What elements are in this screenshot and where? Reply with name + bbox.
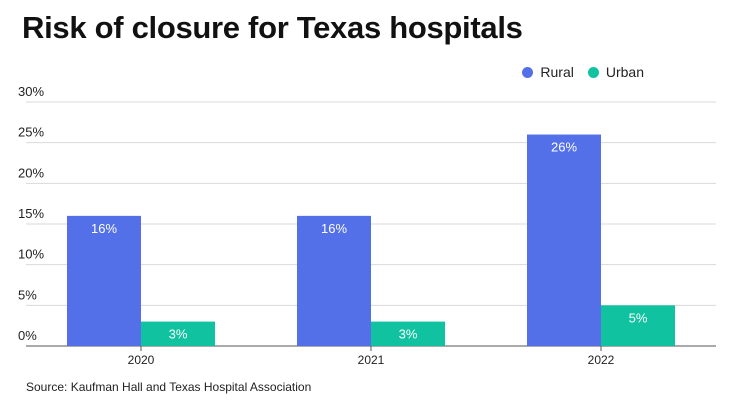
x-tick-label: 2021 [358,353,385,367]
legend-label-urban: Urban [605,64,644,80]
legend-item-rural: Rural [522,64,574,80]
bar-urban [141,321,215,346]
x-tick-label: 2020 [128,353,155,367]
y-tick-label: 20% [18,165,44,180]
data-label: 3% [399,327,418,342]
legend-swatch-urban [587,66,599,78]
bar-urban [601,305,675,346]
y-tick-label: 25% [18,125,44,140]
bar-rural [527,134,601,346]
source-note: Source: Kaufman Hall and Texas Hospital … [26,380,312,394]
bar-urban [371,321,445,346]
y-tick-label: 5% [18,287,37,302]
legend-swatch-rural [522,66,534,78]
y-tick-label: 15% [18,206,44,221]
y-tick-label: 10% [18,247,44,262]
data-label: 16% [91,221,117,236]
data-label: 26% [551,140,577,155]
y-tick-label: 0% [18,328,37,343]
legend-label-rural: Rural [540,64,574,80]
y-tick-label: 30% [18,84,44,99]
legend: Rural Urban [522,64,644,80]
bar-rural [297,215,371,346]
bar-rural [67,215,141,346]
chart-title: Risk of closure for Texas hospitals [22,10,523,45]
data-label: 3% [169,327,188,342]
legend-item-urban: Urban [587,64,644,80]
data-label: 16% [321,221,347,236]
x-tick-label: 2022 [588,353,615,367]
data-label: 5% [629,310,648,325]
